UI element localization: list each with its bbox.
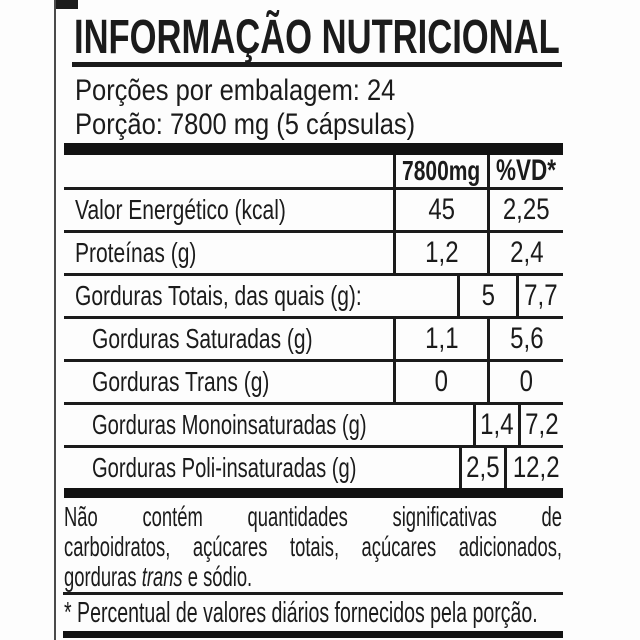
nutrient-daily-value: 7,2 — [518, 405, 563, 445]
servings-per-package: Porções por embalagem: 24 — [75, 74, 396, 107]
table-row: Gorduras Totais, das quais (g): 5 7,7 — [64, 273, 563, 316]
nutrient-quantity: 0 — [393, 362, 487, 402]
nutrient-daily-value: 5,6 — [487, 319, 563, 359]
nutrient-label: Gorduras Trans (g) — [92, 366, 270, 397]
nutrient-daily-value: 0 — [487, 362, 563, 402]
no-significant-amounts-note: Não contém quantidades significativas de… — [64, 502, 563, 592]
nutrient-quantity: 1,4 — [473, 405, 518, 445]
nutrient-quantity: 45 — [393, 190, 487, 230]
note-text-block: Não contém quantidades significativas de… — [64, 502, 562, 592]
table-row: Gorduras Monoinsaturadas (g) 1,4 7,2 — [64, 402, 563, 445]
nutrient-quantity: 2,5 — [459, 448, 504, 488]
serving-size: Porção: 7800 mg (5 cápsulas) — [75, 108, 416, 141]
title-divider — [72, 62, 562, 67]
table-top-bar — [64, 143, 563, 155]
table-row: Proteínas (g) 1,2 2,4 — [64, 230, 563, 273]
nutrient-daily-value: 2,4 — [487, 233, 563, 273]
header-daily-value-cell: %VD* — [487, 154, 563, 187]
daily-value-footnote: * Percentual de valores diários fornecid… — [64, 597, 538, 629]
nutrition-table: 7800mg %VD* Valor Energético (kcal) 45 2… — [64, 154, 563, 488]
nutrient-quantity: 5 — [457, 276, 515, 316]
nutrient-label: Proteínas (g) — [75, 237, 197, 268]
note-line: Não contém quantidades significativas de — [64, 501, 563, 532]
label-left-border — [54, 0, 56, 640]
table-row: Gorduras Saturadas (g) 1,1 5,6 — [64, 316, 563, 359]
nutrient-quantity: 1,1 — [393, 319, 487, 359]
nutrient-daily-value: 2,25 — [487, 190, 563, 230]
label-top-corner-mark — [56, 0, 78, 9]
label-bottom-bar — [63, 631, 563, 638]
nutrient-label: Gorduras Poli-insaturadas (g) — [92, 452, 357, 483]
footnote-divider — [63, 592, 563, 595]
nutrient-daily-value: 12,2 — [504, 448, 565, 488]
table-header-row: 7800mg %VD* — [64, 154, 563, 190]
nutrient-label: Gorduras Saturadas (g) — [92, 323, 313, 354]
note-line: carboidratos, açúcares totais, açúcares … — [64, 531, 563, 562]
nutrient-label: Valor Energético (kcal) — [75, 194, 286, 225]
nutrient-label: Gorduras Totais, das quais (g): — [75, 280, 362, 311]
header-quantity-cell: 7800mg — [393, 155, 487, 187]
note-line: gorduras trans e sódio. — [64, 561, 253, 592]
nutrient-label: Gorduras Monoinsaturadas (g) — [92, 409, 367, 440]
page-title: INFORMAÇÃO NUTRICIONAL — [74, 13, 640, 63]
page-title-text: INFORMAÇÃO NUTRICIONAL — [74, 11, 560, 64]
trans-italic-text: trans — [141, 561, 183, 592]
table-row: Gorduras Poli-insaturadas (g) 2,5 12,2 — [64, 445, 563, 488]
table-row: Gorduras Trans (g) 0 0 — [64, 359, 563, 402]
header-empty-cell — [64, 155, 393, 187]
table-bottom-bar — [64, 488, 563, 498]
nutrient-quantity: 1,2 — [393, 233, 487, 273]
table-row: Valor Energético (kcal) 45 2,25 — [64, 190, 563, 230]
nutrient-daily-value: 7,7 — [515, 276, 563, 316]
